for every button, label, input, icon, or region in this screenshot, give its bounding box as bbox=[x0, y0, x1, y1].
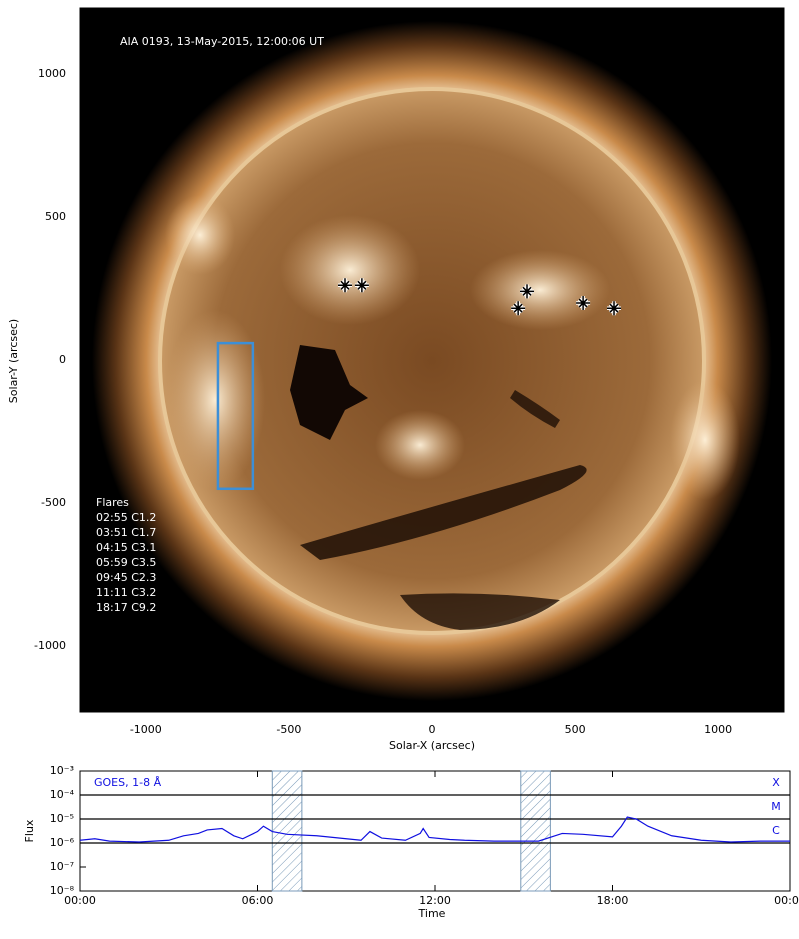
y-tick-label: 500 bbox=[45, 210, 66, 223]
x-tick-label: -500 bbox=[276, 723, 301, 736]
y-tick-label: -1000 bbox=[34, 639, 66, 652]
flare-title: Flares bbox=[96, 496, 129, 509]
region-box bbox=[216, 341, 255, 491]
y-axis-label: Solar-Y (arcsec) bbox=[7, 319, 20, 403]
y-tick-label: 10⁻⁷ bbox=[50, 860, 74, 873]
flare-entry: 11:11 C3.2 bbox=[96, 586, 156, 599]
flare-entry: 02:55 C1.2 bbox=[96, 511, 156, 524]
x-tick-label: 0 bbox=[429, 723, 436, 736]
image-annotation: AIA 0193, 13-May-2015, 12:00:06 UT bbox=[120, 35, 324, 48]
y-tick-label: 10⁻⁵ bbox=[50, 812, 74, 825]
x-tick-label: 12:00 bbox=[419, 894, 451, 907]
y-tick-label: 10⁻⁸ bbox=[50, 884, 75, 897]
x-tick-label: 18:00 bbox=[597, 894, 629, 907]
class-level-label: X bbox=[772, 776, 780, 789]
flare-entry: 05:59 C3.5 bbox=[96, 556, 156, 569]
flare-marker bbox=[520, 284, 535, 299]
solar-image bbox=[80, 8, 784, 712]
shaded-span bbox=[271, 770, 303, 892]
y-tick-label: -500 bbox=[41, 496, 66, 509]
y-tick-label: 1000 bbox=[38, 67, 66, 80]
flare-entry: 18:17 C9.2 bbox=[96, 601, 156, 614]
y-axis-label: Flux bbox=[23, 819, 36, 842]
y-tick-label: 0 bbox=[59, 353, 66, 366]
x-tick-label: 1000 bbox=[704, 723, 732, 736]
y-tick-label: 10⁻⁴ bbox=[50, 788, 75, 801]
x-tick-label: 06:00 bbox=[242, 894, 274, 907]
goes-title: GOES, 1-8 Å bbox=[94, 776, 162, 789]
flare-entry: 04:15 C3.1 bbox=[96, 541, 156, 554]
x-axis-label: Solar-X (arcsec) bbox=[389, 739, 475, 752]
x-tick-label: 500 bbox=[565, 723, 586, 736]
y-tick-label: 10⁻³ bbox=[50, 764, 74, 777]
x-axis-label: Time bbox=[418, 907, 446, 920]
flare-marker bbox=[576, 296, 591, 311]
flare-marker bbox=[354, 278, 369, 293]
goes-frame bbox=[79, 770, 791, 892]
shaded-span bbox=[520, 770, 551, 892]
flare-marker bbox=[338, 278, 353, 293]
class-level-label: M bbox=[771, 800, 781, 813]
x-tick-label: 00:00 bbox=[774, 894, 799, 907]
x-tick-label: -1000 bbox=[130, 723, 162, 736]
x-tick-label: 00:00 bbox=[64, 894, 96, 907]
flare-marker bbox=[511, 301, 526, 316]
flare-entry: 09:45 C2.3 bbox=[96, 571, 156, 584]
class-level-label: C bbox=[772, 824, 780, 837]
flare-entry: 03:51 C1.7 bbox=[96, 526, 156, 539]
y-tick-label: 10⁻⁶ bbox=[50, 836, 75, 849]
flare-marker bbox=[607, 301, 622, 316]
flux-line bbox=[79, 816, 790, 843]
